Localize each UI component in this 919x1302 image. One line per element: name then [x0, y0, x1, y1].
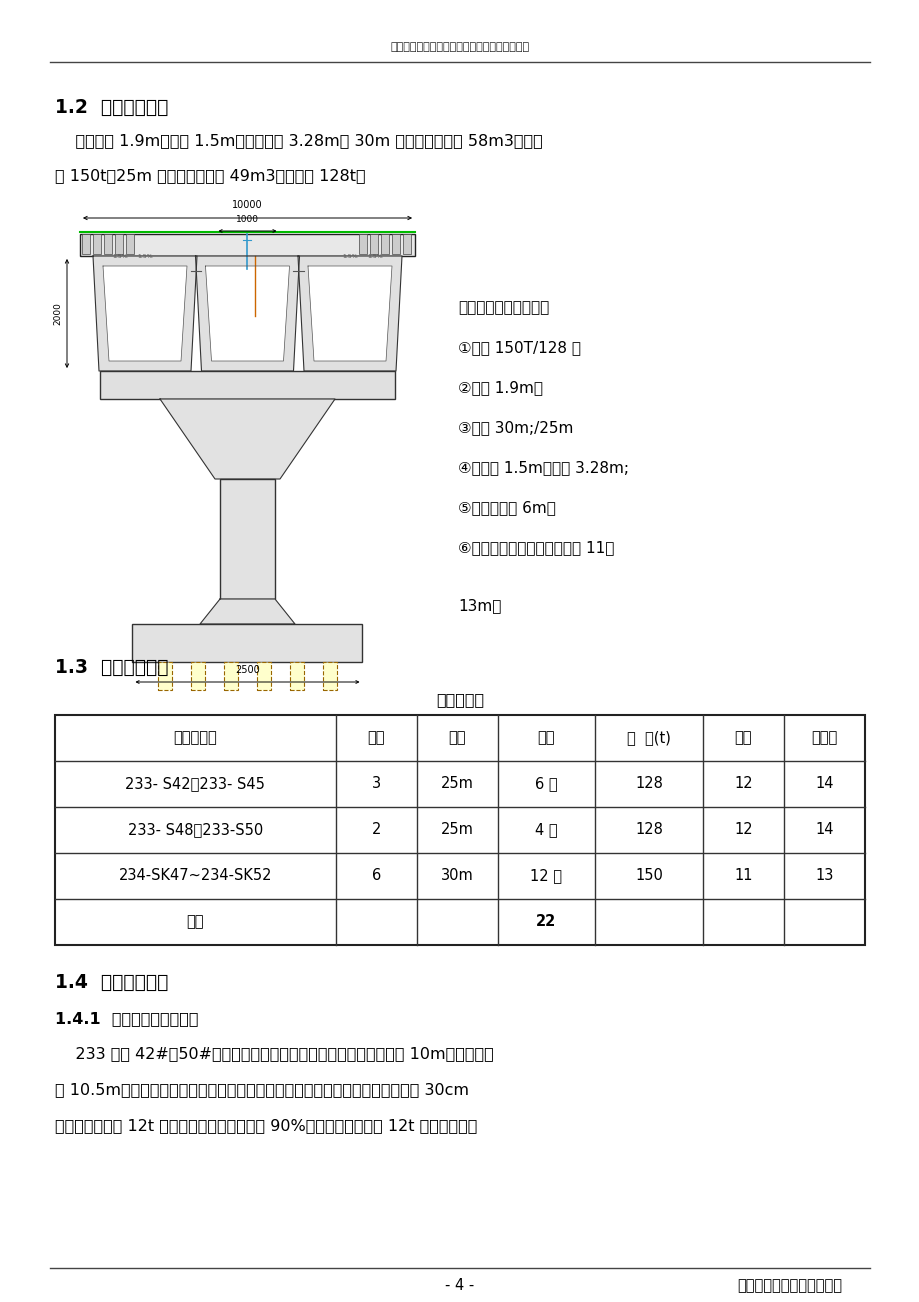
- Polygon shape: [199, 599, 295, 624]
- Bar: [104, 234, 112, 254]
- Text: 233 区间 42#～50#墩南侧为即有某某路，墩柱中心距某某路距离 10m，某某路路: 233 区间 42#～50#墩南侧为即有某某路，墩柱中心距某某路距离 10m，某…: [55, 1046, 494, 1061]
- Bar: [158, 661, 172, 690]
- Bar: [256, 661, 270, 690]
- Text: 某某路桥建设集团有限公司: 某某路桥建设集团有限公司: [737, 1279, 842, 1293]
- Text: 1.5%: 1.5%: [367, 254, 382, 259]
- Text: 30m: 30m: [440, 868, 473, 884]
- Bar: [224, 661, 238, 690]
- Text: ⑥墩身至地面相对高度一般为 11～: ⑥墩身至地面相对高度一般为 11～: [458, 540, 614, 555]
- Text: 1.3  主要工程数量: 1.3 主要工程数量: [55, 658, 168, 677]
- Text: 14: 14: [814, 776, 833, 792]
- Polygon shape: [93, 256, 197, 371]
- Text: 12 片: 12 片: [530, 868, 562, 884]
- Text: 合计: 合计: [187, 914, 204, 930]
- Text: 1.5%: 1.5%: [342, 254, 357, 259]
- Text: 1.4.1  道路状况及处理措施: 1.4.1 道路状况及处理措施: [55, 1010, 199, 1026]
- Text: 233- S42～233- S45: 233- S42～233- S45: [125, 776, 265, 792]
- Text: 12: 12: [733, 776, 752, 792]
- Text: ⑤墩顶宽度为 6m。: ⑤墩顶宽度为 6m。: [458, 500, 555, 516]
- Bar: [220, 479, 275, 599]
- Text: 12: 12: [733, 823, 752, 837]
- Text: 梁面高: 梁面高: [811, 730, 836, 746]
- Text: 2000: 2000: [53, 302, 62, 326]
- Bar: [323, 661, 336, 690]
- Bar: [391, 234, 400, 254]
- Text: 1.5%: 1.5%: [112, 254, 128, 259]
- Polygon shape: [103, 266, 187, 361]
- Text: 3: 3: [371, 776, 380, 792]
- Text: - 4 -: - 4 -: [445, 1279, 474, 1293]
- Text: 128: 128: [634, 823, 663, 837]
- Text: ②梁高 1.9m；: ②梁高 1.9m；: [458, 380, 542, 395]
- Text: 234-SK47~234-SK52: 234-SK47~234-SK52: [119, 868, 272, 884]
- Bar: [289, 661, 303, 690]
- Text: 数量: 数量: [537, 730, 554, 746]
- Text: 宽 10.5m。运架车沿某某路倒至墩柱外侧就位，在非原路面梁车行走范围内填筑 30cm: 宽 10.5m。运架车沿某某路倒至墩柱外侧就位，在非原路面梁车行走范围内填筑 3…: [55, 1082, 469, 1098]
- Text: 厚建筑垃圾，用 12t 压路机压实，压实度达到 90%，压实度指标采用 12t 压路机碾压轮: 厚建筑垃圾，用 12t 压路机压实，压实度达到 90%，压实度指标采用 12t …: [55, 1118, 477, 1133]
- Text: 150: 150: [634, 868, 663, 884]
- Text: 单片预制梁主要参数：: 单片预制梁主要参数：: [458, 299, 549, 315]
- Text: 25m: 25m: [440, 823, 473, 837]
- Text: 单  重(t): 单 重(t): [627, 730, 670, 746]
- Text: 11: 11: [733, 868, 752, 884]
- Text: 13: 13: [814, 868, 833, 884]
- Bar: [115, 234, 123, 254]
- Text: 跨数: 跨数: [368, 730, 385, 746]
- Text: 233- S48～233-S50: 233- S48～233-S50: [128, 823, 263, 837]
- Text: 2: 2: [371, 823, 380, 837]
- Text: 6: 6: [371, 868, 380, 884]
- Bar: [100, 371, 394, 398]
- Text: ①重量 150T/128 ；: ①重量 150T/128 ；: [458, 340, 581, 355]
- Text: 工程数量表: 工程数量表: [436, 691, 483, 707]
- Bar: [369, 234, 378, 254]
- Text: 13m；: 13m；: [458, 598, 501, 613]
- Bar: [126, 234, 134, 254]
- Text: ④梁底宽 1.5m，顶宽 3.28m;: ④梁底宽 1.5m，顶宽 3.28m;: [458, 460, 629, 475]
- Polygon shape: [308, 266, 391, 361]
- Bar: [403, 234, 411, 254]
- Text: 柱高: 柱高: [734, 730, 752, 746]
- Text: 预制箱梁龙门吊架梁和汽车吊架梁专项施工方案: 预制箱梁龙门吊架梁和汽车吊架梁专项施工方案: [390, 42, 529, 52]
- Bar: [358, 234, 367, 254]
- Polygon shape: [205, 266, 289, 361]
- Text: 6 片: 6 片: [535, 776, 557, 792]
- Text: 1.5%: 1.5%: [137, 254, 153, 259]
- Bar: [132, 624, 362, 661]
- Text: 2500: 2500: [235, 665, 259, 674]
- Text: 1.4  现场作业条件: 1.4 现场作业条件: [55, 973, 168, 992]
- Text: 25m: 25m: [440, 776, 473, 792]
- Text: 箱梁梁高 1.9m，底宽 1.5m，顶面宽度 3.28m。 30m 箱梁混凝土方量 58m3，梁自: 箱梁梁高 1.9m，底宽 1.5m，顶面宽度 3.28m。 30m 箱梁混凝土方…: [55, 133, 542, 148]
- Text: ③梁长 30m;/25m: ③梁长 30m;/25m: [458, 421, 573, 435]
- Bar: [82, 234, 90, 254]
- Bar: [55, 715, 864, 945]
- Bar: [93, 234, 101, 254]
- Polygon shape: [160, 398, 335, 479]
- Text: 10000: 10000: [232, 201, 263, 210]
- Text: 22: 22: [536, 914, 556, 930]
- Polygon shape: [196, 256, 300, 371]
- Polygon shape: [298, 256, 402, 371]
- Text: 14: 14: [814, 823, 833, 837]
- Text: 1000: 1000: [236, 215, 259, 224]
- Bar: [191, 661, 205, 690]
- Text: 128: 128: [634, 776, 663, 792]
- Text: 4 片: 4 片: [535, 823, 557, 837]
- Bar: [80, 234, 414, 256]
- Text: 墩号与区间: 墩号与区间: [174, 730, 217, 746]
- Text: 1.2  桥梁结构形式: 1.2 桥梁结构形式: [55, 98, 168, 117]
- Text: 跨径: 跨径: [448, 730, 466, 746]
- Bar: [380, 234, 389, 254]
- Text: 重 150t，25m 箱梁混凝土方量 49m3，梁自重 128t。: 重 150t，25m 箱梁混凝土方量 49m3，梁自重 128t。: [55, 168, 365, 184]
